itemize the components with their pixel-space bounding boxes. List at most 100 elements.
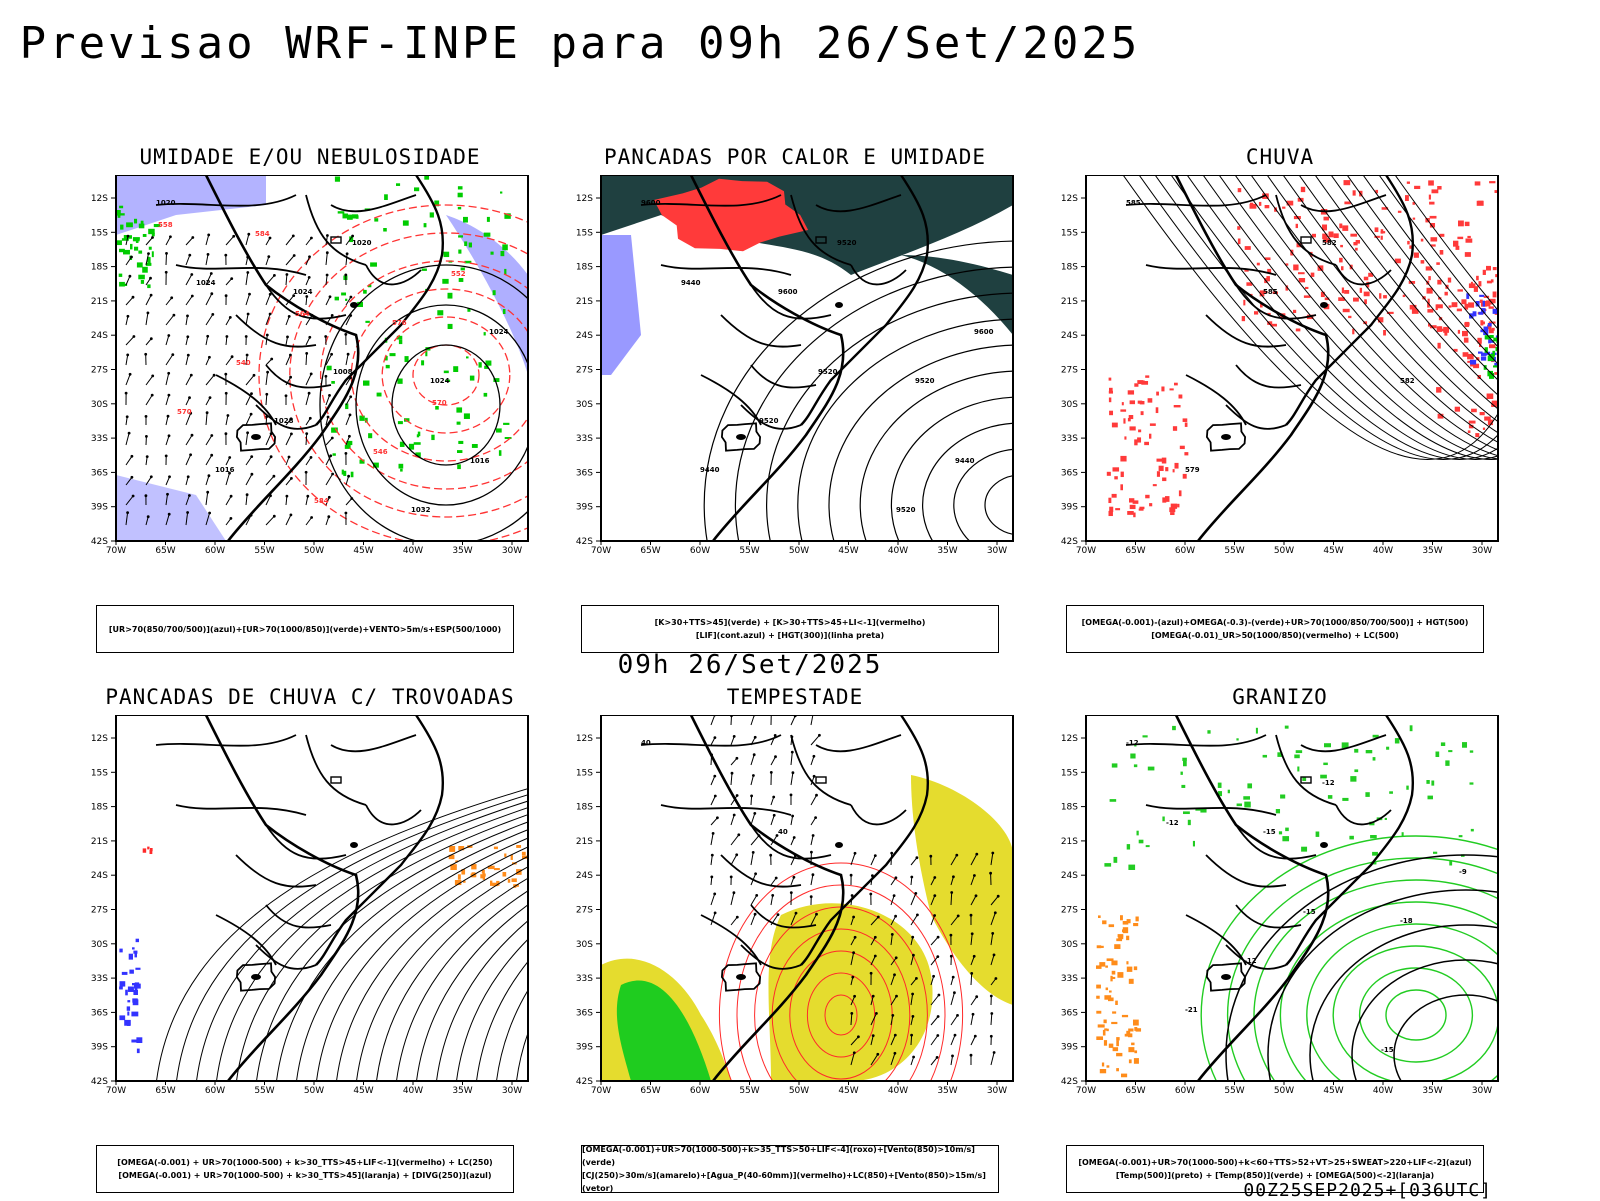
field-speckle: [1364, 292, 1370, 297]
map-plot-area: 9600960095209440952096009520952094409520…: [576, 175, 1085, 585]
wind-vector-head: [956, 1014, 959, 1017]
map-umidade: 1020102410241016102010241028103210241008…: [80, 175, 600, 585]
wind-vector-head: [792, 771, 795, 774]
field-speckle: [1455, 407, 1460, 412]
field-speckle: [1491, 279, 1494, 282]
field-speckle: [335, 177, 340, 182]
field-speckle: [1182, 758, 1187, 761]
field-speckle: [1134, 966, 1137, 970]
lat-label: 21S: [1061, 837, 1078, 847]
wind-vector-head: [326, 234, 329, 237]
lat-label: 18S: [576, 803, 593, 813]
field-speckle: [132, 947, 135, 949]
field-speckle: [1349, 836, 1353, 840]
wind-vector-head: [305, 432, 308, 435]
field-speckle: [1484, 417, 1491, 421]
field-speckle: [338, 211, 345, 213]
field-speckle: [1483, 329, 1488, 335]
lat-label: 24S: [576, 871, 593, 881]
contour-label: 1008: [333, 368, 353, 376]
field-speckle: [1480, 412, 1485, 415]
field-speckle: [1134, 764, 1137, 767]
wind-vector-head: [133, 335, 136, 338]
field-speckle: [1437, 280, 1441, 285]
wind-vector-head: [210, 292, 213, 295]
contour-label: 1032: [411, 506, 431, 514]
contour-label: 40: [641, 739, 651, 747]
lon-label: 70W: [106, 546, 126, 556]
wind-vector-head: [188, 254, 191, 257]
field-speckle: [1105, 966, 1108, 968]
field-speckle: [347, 215, 353, 220]
field-speckle: [136, 238, 139, 243]
field-speckle: [363, 290, 367, 294]
wind-vector-head: [211, 313, 214, 316]
field-speckle: [1109, 511, 1113, 516]
wind-vector-head: [975, 853, 978, 856]
wind-vector-head: [936, 1056, 939, 1059]
field-speckle: [400, 469, 403, 472]
field-speckle: [1449, 861, 1452, 865]
field-speckle: [345, 299, 347, 301]
wind-vector-head: [793, 836, 796, 839]
field-speckle: [1405, 195, 1409, 201]
field-speckle: [1149, 434, 1151, 439]
wind-vector-head: [893, 973, 896, 976]
wind-vector-head: [186, 511, 189, 514]
field-speckle: [1489, 344, 1495, 348]
field-speckle: [1096, 1011, 1101, 1014]
field-speckle: [1282, 207, 1285, 209]
wind-vector-head: [227, 414, 230, 417]
contour-label: -12: [1244, 957, 1257, 965]
wind-vector-head: [912, 954, 915, 957]
field-speckle: [1285, 828, 1289, 831]
wind-vector-head: [733, 814, 736, 817]
lon-label: 55W: [254, 1086, 274, 1096]
field-speckle: [149, 247, 152, 250]
field-speckle: [1218, 783, 1222, 788]
map-granizo: -12-15-18-21-12-9-12-15-12-1512S15S18S21…: [1050, 715, 1570, 1125]
wind-vector-head: [225, 294, 228, 297]
field-speckle: [1113, 1047, 1118, 1051]
field-speckle: [1480, 300, 1483, 303]
wind-vector-head: [351, 235, 354, 238]
field-speckle: [417, 434, 419, 437]
wind-vector: [306, 353, 307, 365]
field-speckle: [1165, 467, 1168, 471]
field-speckle: [1342, 225, 1348, 230]
wind-vector-head: [273, 274, 276, 277]
field-speckle: [1183, 811, 1190, 814]
lon-label: 30W: [1472, 1086, 1492, 1096]
field-speckle: [1437, 186, 1441, 190]
field-speckle: [503, 872, 507, 877]
field-speckle: [1181, 785, 1185, 788]
field-speckle: [1254, 311, 1258, 314]
field-speckle: [138, 251, 142, 254]
lon-label: 55W: [254, 546, 274, 556]
contour-label: -9: [1459, 868, 1467, 876]
wind-vector-head: [344, 333, 347, 336]
wind-vector-head: [167, 334, 170, 337]
lat-label: 18S: [91, 803, 108, 813]
field-speckle: [1129, 979, 1134, 984]
wind-vector-head: [290, 514, 293, 517]
field-speckle: [1144, 442, 1149, 445]
wind-vector-head: [872, 1034, 875, 1037]
wind-vector-head: [305, 471, 308, 474]
lat-label: 12S: [1061, 734, 1078, 744]
lat-label: 21S: [576, 837, 593, 847]
contour-label: -15: [1381, 1046, 1394, 1054]
field-speckle: [512, 878, 517, 882]
field-speckle: [1207, 730, 1210, 733]
field-speckle: [414, 187, 419, 191]
legend-line: [OMEGA(-0.001)-(azul)+OMEGA(-0.3)-(verde…: [1082, 616, 1469, 629]
field-speckle: [1179, 395, 1183, 399]
field-speckle: [490, 881, 492, 886]
field-speckle: [143, 234, 147, 237]
field-speckle: [499, 450, 502, 456]
wind-vector-head: [349, 414, 352, 417]
field-speckle: [1469, 283, 1476, 288]
field-speckle: [1431, 237, 1438, 241]
legend-line: [CJ(250)>30m/s](amarelo)+[Agua_P(40-60mm…: [582, 1169, 998, 1195]
field-speckle: [1413, 218, 1415, 220]
